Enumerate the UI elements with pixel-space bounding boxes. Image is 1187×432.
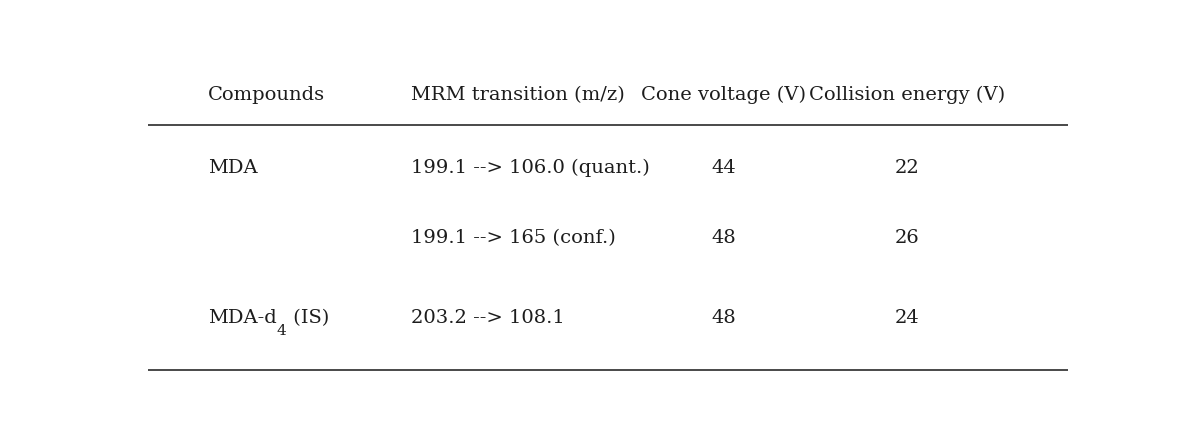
Text: 22: 22	[895, 159, 920, 177]
Text: Compounds: Compounds	[208, 86, 325, 104]
Text: 24: 24	[895, 309, 920, 327]
Text: 48: 48	[711, 309, 736, 327]
Text: 4: 4	[277, 324, 287, 338]
Text: 44: 44	[711, 159, 736, 177]
Text: 203.2 --> 108.1: 203.2 --> 108.1	[411, 309, 564, 327]
Text: MRM transition (m/z): MRM transition (m/z)	[411, 86, 624, 104]
Text: Cone voltage (V): Cone voltage (V)	[641, 86, 806, 104]
Text: 26: 26	[895, 229, 920, 247]
Text: 199.1 --> 106.0 (quant.): 199.1 --> 106.0 (quant.)	[411, 159, 649, 178]
Text: MDA: MDA	[208, 159, 258, 177]
Text: MDA-d: MDA-d	[208, 309, 277, 327]
Text: (IS): (IS)	[287, 309, 329, 327]
Text: 199.1 --> 165 (conf.): 199.1 --> 165 (conf.)	[411, 229, 615, 247]
Text: 48: 48	[711, 229, 736, 247]
Text: Collision energy (V): Collision energy (V)	[810, 86, 1005, 104]
